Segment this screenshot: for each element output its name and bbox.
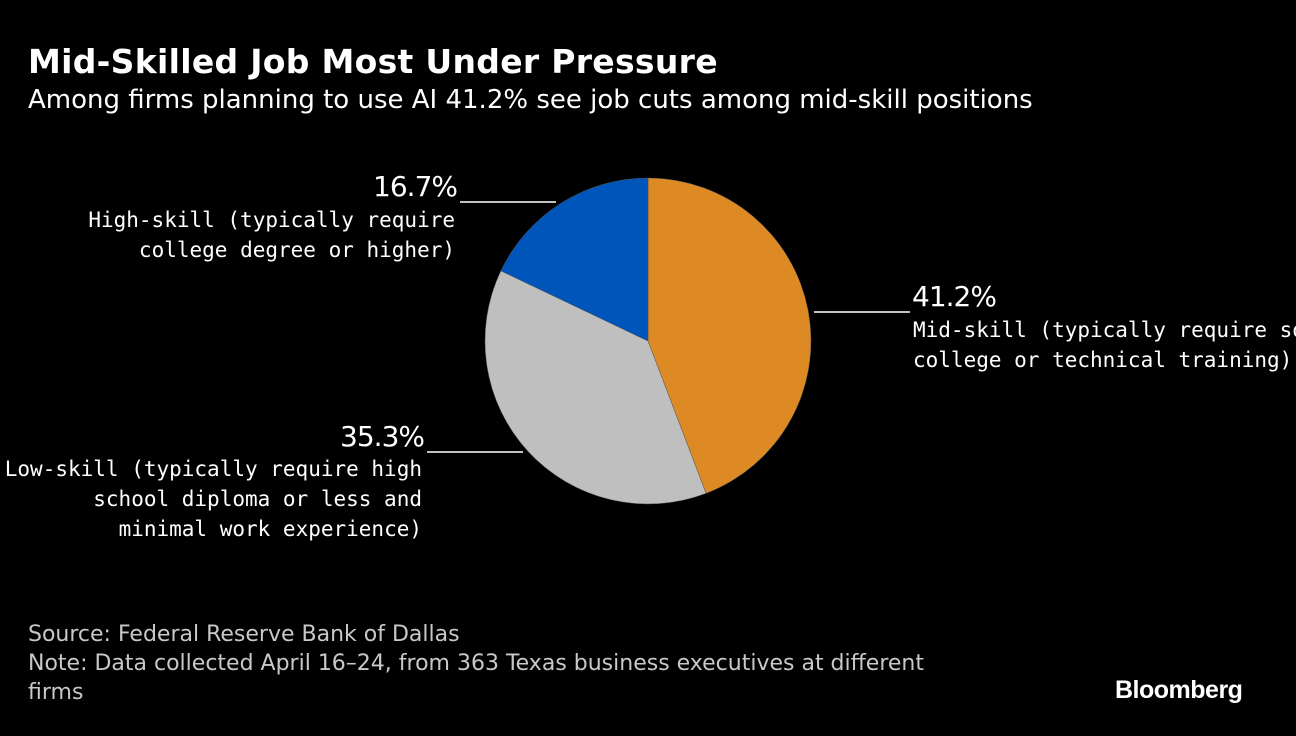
category-label-low-skill: school diploma or less and bbox=[93, 487, 422, 511]
category-label-low-skill: Low-skill (typically require high bbox=[5, 457, 422, 481]
footer: Source: Federal Reserve Bank of Dallas N… bbox=[28, 620, 968, 707]
bloomberg-logo: Bloomberg bbox=[1115, 676, 1243, 704]
category-label-high-skill: High-skill (typically require bbox=[88, 208, 455, 232]
category-label-high-skill: college degree or higher) bbox=[139, 238, 455, 262]
category-label-mid-skill: college or technical training) bbox=[913, 348, 1292, 372]
data-note: Note: Data collected April 16–24, from 3… bbox=[28, 651, 924, 705]
chart-title: Mid-Skilled Job Most Under Pressure bbox=[28, 42, 718, 81]
category-label-mid-skill: Mid-skill (typically require some bbox=[913, 318, 1296, 342]
value-label-mid-skill: 41.2% bbox=[912, 280, 996, 313]
source-note: Source: Federal Reserve Bank of Dallas bbox=[28, 622, 460, 647]
value-label-low-skill: 35.3% bbox=[340, 420, 424, 453]
pie-slice-high-skill bbox=[500, 177, 649, 342]
pie-slice-low-skill bbox=[484, 270, 707, 505]
value-label-high-skill: 16.7% bbox=[373, 170, 457, 203]
chart-subtitle: Among firms planning to use AI 41.2% see… bbox=[28, 85, 1033, 115]
category-label-low-skill: minimal work experience) bbox=[119, 517, 422, 541]
pie-slice-mid-skill bbox=[647, 177, 812, 494]
